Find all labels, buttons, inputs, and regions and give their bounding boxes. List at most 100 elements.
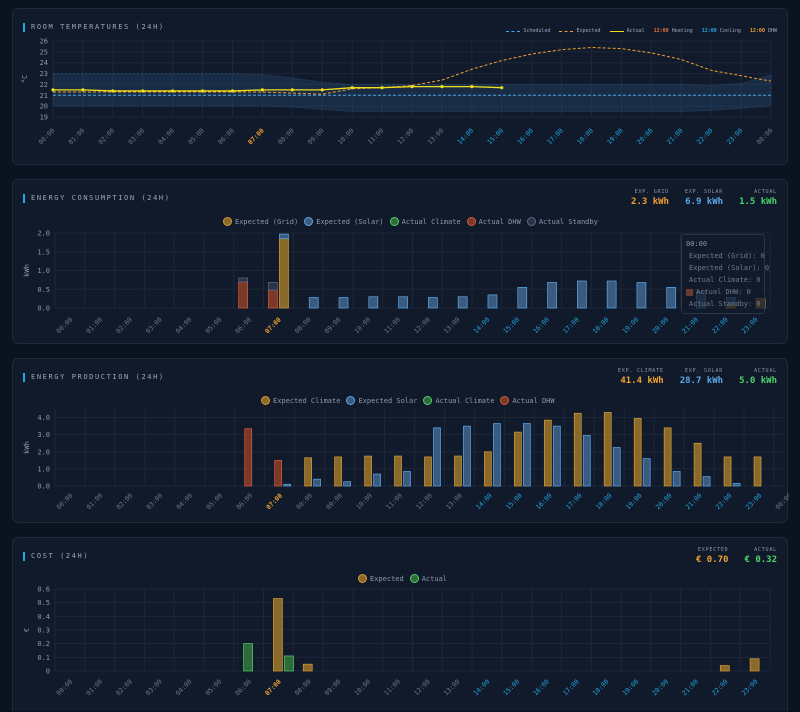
legend-item-expected-grid[interactable]: Expected (Grid) bbox=[223, 217, 298, 226]
y-tick-label: 24 bbox=[40, 59, 48, 67]
energy-production-card: ENERGY PRODUCTION (24H) EXP. CLIMATE 41.4… bbox=[12, 358, 789, 524]
tooltip-swatch bbox=[686, 288, 693, 296]
energy-consumption-title: ENERGY CONSUMPTION (24H) bbox=[23, 194, 171, 203]
actual-point bbox=[230, 89, 235, 93]
y-tick-label: 0.4 bbox=[37, 613, 50, 621]
bar-expected-solar bbox=[373, 473, 381, 487]
x-tick-label: 05:00 bbox=[186, 127, 206, 147]
x-tick-label: 08:00 bbox=[293, 316, 313, 336]
bar-expected bbox=[749, 658, 760, 672]
stat-expected: EXPECTED € 0.70 bbox=[696, 547, 729, 565]
x-tick-label: 11:00 bbox=[383, 316, 403, 336]
x-tick-label: 01:00 bbox=[85, 678, 105, 698]
legend-expected[interactable]: Expected bbox=[559, 28, 601, 34]
x-tick-label: 03:00 bbox=[145, 492, 165, 512]
stat-actual: ACTUAL 1.5 kWh bbox=[739, 189, 777, 207]
stat-value: € 0.32 bbox=[744, 555, 777, 565]
legend-item-actual-dhw[interactable]: Actual DHW bbox=[500, 396, 555, 405]
bar-expected-solar bbox=[493, 423, 501, 487]
legend-scheduled[interactable]: Scheduled bbox=[506, 28, 550, 34]
legend-label: Actual Climate bbox=[435, 396, 495, 405]
legend-swatch bbox=[346, 396, 356, 405]
bar-expected-climate bbox=[603, 412, 612, 487]
cost-legend: Expected Actual bbox=[358, 574, 447, 583]
legend-item-actual[interactable]: Actual bbox=[409, 574, 448, 583]
x-tick-label: 12:00 bbox=[412, 316, 432, 336]
legend-item-expected-solar[interactable]: Expected Solar bbox=[346, 396, 417, 405]
bar-expected-solar- bbox=[457, 296, 468, 309]
x-tick-label: 02:00 bbox=[115, 492, 135, 512]
stat-label: EXP. GRID bbox=[634, 189, 669, 195]
tooltip-row: Actual Climate: 0 bbox=[686, 274, 761, 286]
bar-expected-solar- bbox=[368, 296, 379, 309]
x-tick-label: 09:00 bbox=[325, 492, 345, 512]
legend-item-actual-standby[interactable]: Actual Standby bbox=[526, 217, 598, 226]
x-tick-label: 06:00 bbox=[234, 316, 254, 336]
x-tick-label: 03:00 bbox=[127, 127, 147, 147]
x-tick-label: 14:00 bbox=[472, 316, 492, 336]
bar-expected-solar bbox=[463, 425, 471, 487]
x-tick-label: 17:00 bbox=[545, 127, 565, 147]
x-tick-label: 09:00 bbox=[323, 678, 343, 698]
legend-label: Actual DHW bbox=[478, 217, 521, 226]
energy-production-chart[interactable]: 0.0 1.0 2.0 3.0 4.0 kWh 00:00 01:00 02:00 03:00 04… bbox=[13, 359, 789, 524]
x-tick-label: 14:00 bbox=[456, 127, 476, 147]
energy-consumption-chart[interactable]: 0.0 0.5 1.0 1.5 2.0 kWh 00:00 01:00 02:00 03:00 04… bbox=[13, 180, 789, 345]
actual-point bbox=[290, 88, 294, 92]
cost-card: COST (24H) EXPECTED € 0.70 ACTUAL € 0.32 E… bbox=[12, 537, 788, 711]
legend-actual[interactable]: Actual bbox=[609, 28, 645, 34]
bar-expected-solar bbox=[672, 471, 681, 487]
x-tick-label: 15:00 bbox=[502, 316, 522, 336]
bar-expected-climate bbox=[573, 412, 582, 487]
x-tick-label: 19:00 bbox=[605, 127, 625, 147]
legend-item-actual-climate[interactable]: Actual Climate bbox=[389, 217, 461, 226]
y-tick-label: 0 bbox=[46, 668, 50, 676]
actual-point bbox=[260, 88, 265, 92]
y-tick-label: 2.0 bbox=[37, 230, 50, 238]
y-tick-label: 1.0 bbox=[37, 267, 50, 275]
legend-item-expected[interactable]: Expected bbox=[358, 574, 404, 583]
bar-expected-solar- bbox=[666, 287, 677, 309]
x-tick-label: 04:00 bbox=[157, 127, 177, 147]
x-tick-label: 14:00 bbox=[474, 492, 494, 512]
y-tick-label: 0.2 bbox=[37, 640, 50, 648]
cost-chart[interactable]: 0 0.1 0.2 0.3 0.4 0.5 0.6 €00:00 01:00 02:00 03:00… bbox=[13, 538, 789, 712]
legend-item-expected-climate[interactable]: Expected Climate bbox=[261, 396, 340, 405]
x-tick-label: 04:00 bbox=[175, 492, 195, 512]
legend-swatch bbox=[526, 217, 536, 226]
dhw-time: 12:00 bbox=[749, 28, 765, 34]
tooltip-row: Expected (Grid): 0 bbox=[686, 250, 765, 262]
x-tick-label: 22:00 bbox=[695, 127, 715, 147]
stat-label: EXP. SOLAR bbox=[684, 189, 724, 195]
x-tick-label: 17:00 bbox=[564, 492, 584, 512]
stat-label: ACTUAL bbox=[754, 189, 777, 195]
bar-expected-solar bbox=[403, 471, 411, 487]
stat-value: 6.9 kWh bbox=[685, 197, 724, 207]
x-tick-label: 04:00 bbox=[174, 678, 194, 698]
x-tick-label: 13:00 bbox=[426, 127, 446, 147]
y-tick-label: 0.5 bbox=[37, 599, 50, 607]
x-tick-label: 22:00 bbox=[710, 678, 730, 698]
bar-actual-dhw bbox=[238, 281, 248, 309]
x-tick-label: 10:00 bbox=[354, 492, 374, 512]
y-tick-label: 26 bbox=[40, 38, 48, 46]
chart-tooltip: 00:00 Expected (Grid): 0 Expected (Solar… bbox=[681, 234, 769, 314]
y-axis-label: °C bbox=[21, 75, 29, 83]
x-tick-label: 10:00 bbox=[336, 127, 356, 147]
x-tick-label: 10:00 bbox=[353, 678, 373, 698]
stat-actual: ACTUAL € 0.32 bbox=[744, 547, 777, 565]
x-tick-label: 18:00 bbox=[575, 127, 595, 147]
legend-item-actual-dhw[interactable]: Actual DHW bbox=[466, 217, 521, 226]
legend-label: Actual bbox=[421, 574, 448, 583]
energy-production-title: ENERGY PRODUCTION (24H) bbox=[23, 373, 165, 382]
legend-label: Expected (Grid) bbox=[235, 217, 299, 226]
production-stats: EXP. CLIMATE 41.4 kWh EXP. SOLAR 28.7 kWh … bbox=[618, 368, 777, 386]
x-tick-label: 04:00 bbox=[174, 316, 194, 336]
energy-consumption-card: ENERGY CONSUMPTION (24H) EXP. GRID 2.3 kW… bbox=[12, 179, 788, 344]
bar-expected-solar- bbox=[308, 297, 319, 309]
temperature-chart[interactable]: 19 20 21 22 23 24 25 26 °C 00:00 01:00 02:00 03:00 04… bbox=[13, 9, 789, 166]
x-tick-label: 11:00 bbox=[366, 127, 386, 147]
x-tick-label: 23:00 bbox=[725, 127, 745, 147]
legend-item-actual-climate[interactable]: Actual Climate bbox=[423, 396, 494, 405]
legend-item-expected-solar[interactable]: Expected (Solar) bbox=[304, 217, 384, 226]
